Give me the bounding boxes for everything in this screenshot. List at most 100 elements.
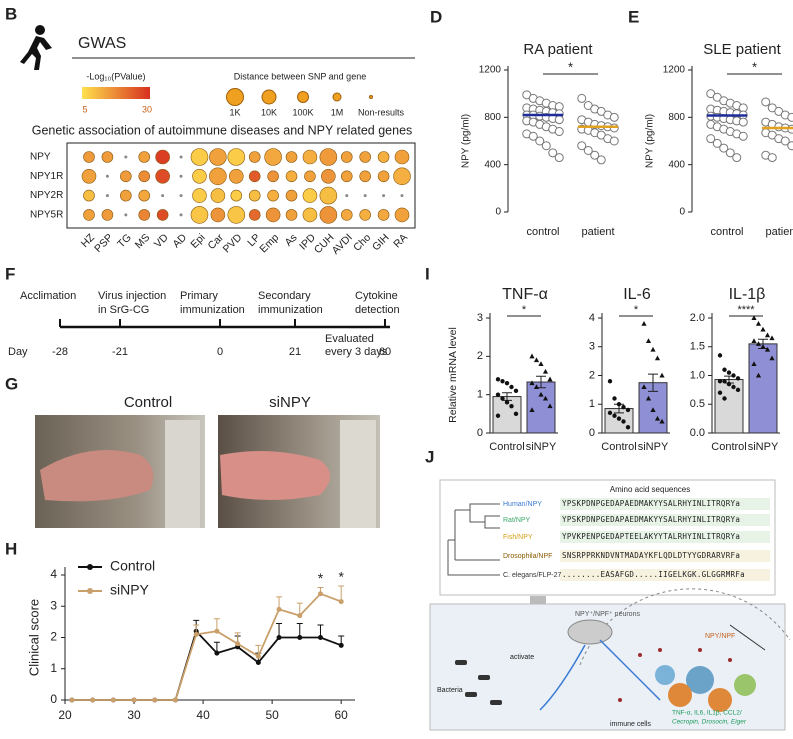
- gwas-dot: [264, 148, 282, 166]
- x-tick-label: Control: [711, 441, 746, 453]
- data-point: [761, 97, 771, 107]
- data-point: [751, 338, 757, 343]
- annotation: *: [338, 569, 344, 585]
- y-axis-label: Clinical score: [26, 599, 41, 676]
- column-label: As: [282, 232, 299, 249]
- data-point: [717, 390, 723, 395]
- gwas-heading: Genetic association of autoimmune diseas…: [32, 123, 413, 137]
- significance: *: [568, 59, 573, 74]
- data-point: [590, 150, 600, 160]
- timeline-day: -21: [112, 346, 128, 358]
- timeline-event: Virus injection: [98, 290, 166, 302]
- gwas-dot: [248, 209, 261, 221]
- data-point: [659, 418, 665, 424]
- data-point: [732, 153, 742, 163]
- y-tick-label: 2: [589, 369, 595, 381]
- data-point: [650, 407, 656, 412]
- gwas-dot: [267, 189, 279, 202]
- gwas-dot: [179, 155, 183, 159]
- gwas-dot: [209, 148, 227, 166]
- y-tick-label: 1: [477, 389, 483, 401]
- gwas-dot: [209, 167, 227, 186]
- y-tick-label: 4: [50, 567, 57, 581]
- data-point: [577, 93, 587, 103]
- gwas-dot: [304, 170, 316, 183]
- series-point: [193, 631, 199, 637]
- x-tick-label: patient: [581, 226, 614, 238]
- series-point: [69, 697, 75, 703]
- data-point: [513, 411, 519, 417]
- gwas-dot: [302, 149, 318, 165]
- size-legend-dot: [332, 92, 342, 102]
- tree: [447, 503, 500, 576]
- bar-title: IL-1β: [729, 286, 766, 303]
- data-point: [529, 380, 535, 386]
- gwas-dot: [138, 189, 151, 202]
- data-point: [755, 341, 762, 346]
- photo-control: [35, 415, 205, 528]
- data-point: [535, 136, 545, 146]
- data-point: [528, 131, 538, 141]
- column-label: AD: [170, 231, 189, 250]
- data-point: [764, 346, 771, 352]
- seq-highlight: [560, 514, 770, 526]
- data-point: [645, 338, 652, 343]
- column-label: RA: [391, 232, 410, 251]
- timeline-note: Evaluated: [325, 333, 374, 345]
- x-tick-label: 60: [335, 708, 349, 722]
- gwas-dot: [340, 151, 353, 163]
- seq-highlight: [560, 498, 770, 510]
- activate-label: activate: [510, 654, 534, 661]
- data-point: [650, 346, 656, 352]
- column-label: Emp: [257, 231, 281, 255]
- bar-title: IL-6: [623, 286, 651, 303]
- timeline-day: -28: [52, 346, 68, 358]
- species-name: Drosophila/NPF: [503, 553, 552, 560]
- gwas-dot: [190, 206, 209, 224]
- column-label: PVD: [221, 231, 245, 255]
- x-tick-label: Control: [601, 441, 636, 453]
- gwas-dot: [267, 170, 279, 183]
- data-point: [625, 425, 631, 430]
- data-point: [654, 355, 661, 361]
- data-point: [607, 379, 613, 384]
- x-tick-label: 40: [196, 708, 210, 722]
- timeline-event: Primary: [180, 290, 218, 302]
- column-label: TG: [115, 232, 134, 251]
- data-point: [495, 413, 501, 418]
- seq-highlight: [560, 531, 770, 543]
- column-label: Cho: [351, 231, 373, 253]
- species-name: C. elegans/FLP-27: [503, 572, 561, 579]
- gwas-dot: [321, 169, 336, 184]
- gwas-dot: [192, 169, 207, 184]
- data-point: [764, 332, 771, 338]
- gwas-dot: [248, 151, 261, 163]
- gwas-dot: [400, 194, 404, 198]
- data-point: [645, 395, 652, 401]
- series-point: [338, 599, 344, 605]
- data-point: [719, 143, 729, 153]
- series-point: [214, 628, 220, 634]
- data-point: [542, 368, 549, 374]
- gwas-dot: [105, 194, 109, 198]
- gwas-dot: [394, 207, 410, 223]
- x-tick-label: patient: [765, 226, 793, 238]
- column-label: VD: [152, 231, 171, 250]
- data-point: [533, 384, 540, 389]
- significance: *: [522, 304, 527, 316]
- gwas-dot: [302, 188, 318, 203]
- gwas-dot: [377, 209, 390, 221]
- data-point: [548, 148, 558, 158]
- gwas-dot: [359, 151, 371, 163]
- gwas-dot: [105, 174, 109, 178]
- gwas-dot: [393, 167, 411, 186]
- sequence: YPSKPDNPGEDAPAEDMAKYYSALRHYINLITRQRYa: [562, 515, 740, 524]
- series-point: [90, 697, 96, 703]
- y-tick-label: 0: [589, 427, 595, 439]
- data-point: [769, 335, 775, 341]
- data-point: [769, 355, 775, 361]
- data-point: [760, 326, 766, 332]
- row-label: NPY1R: [30, 171, 63, 182]
- gwas-dot: [161, 194, 165, 198]
- data-point: [717, 353, 723, 358]
